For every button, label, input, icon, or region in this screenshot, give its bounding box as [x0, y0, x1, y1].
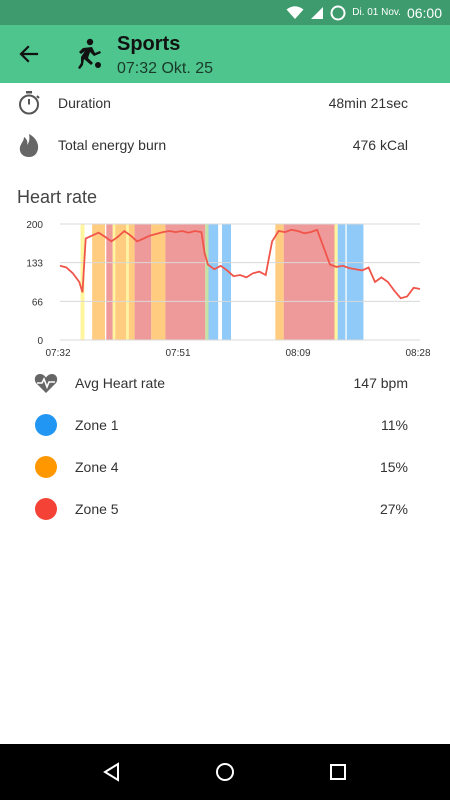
heart-pulse-icon [34, 373, 58, 393]
y-tick-label: 200 [26, 220, 43, 231]
nav-home-icon [215, 763, 234, 781]
status-date: Di. 01 Nov. [352, 7, 401, 18]
zone-band-blue [346, 224, 364, 340]
zone-band-yellow [112, 224, 116, 340]
duration-label: Duration [58, 95, 111, 111]
back-button[interactable] [14, 39, 44, 69]
duration-row: Duration 48min 21sec [0, 82, 450, 124]
heart-rate-line [59, 228, 421, 300]
zone-band-red [134, 224, 152, 340]
zone-5-dot [35, 498, 57, 520]
zone-band-blue [222, 224, 231, 340]
zone-5-label: Zone 5 [75, 501, 119, 517]
do-not-disturb-icon [330, 5, 346, 20]
duration-value: 48min 21sec [328, 95, 408, 111]
x-tick-label: 07:32 [45, 348, 70, 359]
nav-back-icon [102, 762, 119, 782]
zone-band-orange [151, 224, 166, 340]
y-tick-label: 66 [32, 297, 44, 308]
x-tick-label: 08:09 [285, 348, 310, 359]
zone-1-label: Zone 1 [75, 417, 119, 433]
zone-band-red [165, 224, 206, 340]
zone-band-orange [92, 224, 105, 340]
zone-5-row: Zone 5 27% [0, 488, 450, 530]
zone-band-red [106, 224, 113, 340]
navigation-bar [0, 744, 450, 800]
zone-band-orange [128, 224, 135, 340]
zone-band-red [283, 224, 335, 340]
y-tick-label: 0 [37, 336, 43, 347]
wifi-icon [286, 5, 304, 19]
nav-recents-icon [330, 764, 347, 780]
energy-row: Total energy burn 476 kCal [0, 124, 450, 166]
nav-recents-button[interactable] [323, 757, 353, 787]
zone-band-orange [275, 224, 284, 340]
page-subtitle: 07:32 Okt. 25 [117, 60, 214, 77]
zone-5-value: 27% [379, 501, 408, 517]
zone-1-row: Zone 1 11% [0, 404, 450, 446]
zone-band-orange [115, 224, 127, 340]
zone-band-green [205, 224, 209, 340]
zone-1-dot [35, 414, 57, 436]
arrow-back-icon [19, 45, 39, 63]
zone-band-yellow [334, 224, 338, 340]
page-title: Sports [117, 33, 181, 55]
zone-4-dot [35, 456, 57, 478]
avg-heart-rate-value: 147 bpm [353, 375, 408, 391]
zone-band-blue [208, 224, 219, 340]
energy-value: 476 kCal [352, 137, 408, 153]
zone-band-blue [337, 224, 346, 340]
zone-4-row: Zone 4 15% [0, 446, 450, 488]
zone-1-value: 11% [381, 417, 408, 433]
x-tick-label: 08:28 [405, 348, 430, 359]
x-tick-label: 07:51 [165, 348, 190, 359]
stopwatch-icon [19, 91, 40, 115]
energy-label: Total energy burn [58, 137, 167, 153]
soccer-player-icon [78, 38, 101, 69]
heart-rate-title: Heart rate [17, 187, 98, 207]
zone-band-yellow [126, 224, 129, 340]
signal-icon [311, 6, 324, 19]
y-tick-label: 133 [26, 259, 43, 270]
avg-heart-rate-label: Avg Heart rate [75, 375, 166, 391]
status-bar: Di. 01 Nov. 06:00 [0, 0, 450, 25]
app-bar: Sports 07:32 Okt. 25 [0, 25, 450, 83]
heart-rate-chart[interactable]: 200 133 66 0 07:32 07:51 08:09 08:28 [0, 212, 450, 362]
zone-4-label: Zone 4 [75, 459, 119, 475]
zone-4-value: 15% [379, 459, 408, 475]
avg-heart-rate-row: Avg Heart rate 147 bpm [0, 362, 450, 404]
status-time: 06:00 [406, 4, 442, 21]
flame-icon [19, 134, 39, 157]
nav-home-button[interactable] [210, 757, 240, 787]
nav-back-button[interactable] [97, 757, 127, 787]
